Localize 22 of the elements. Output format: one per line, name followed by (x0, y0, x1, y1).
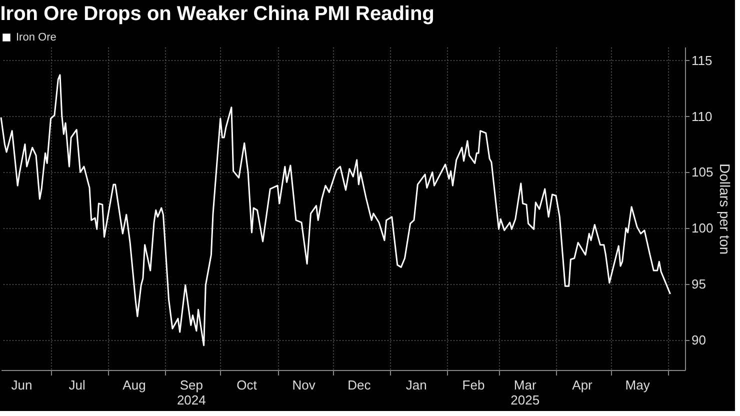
x-tick-label: Jun (11, 378, 32, 392)
x-tick-label: Sep 2024 (176, 378, 206, 408)
x-tick-label: Dec (348, 378, 372, 392)
line-series (0, 74, 671, 346)
x-tick-label: Jul (68, 378, 86, 392)
x-tick-label: Nov (292, 378, 316, 392)
y-axis-title: Dollars per ton (717, 163, 734, 255)
x-tick-label: Oct (236, 378, 258, 392)
y-tick-label: 100 (692, 220, 714, 236)
y-tick-label: 105 (692, 164, 714, 180)
y-tick-label: 115 (692, 52, 712, 68)
x-tick-label: Apr (572, 378, 594, 392)
y-tick-label: 95 (692, 276, 706, 292)
x-tick-label: Mar 2025 (510, 378, 540, 408)
y-tick-label: 110 (692, 108, 712, 124)
x-tick-label: Aug (122, 378, 146, 392)
x-tick-label: May (625, 378, 650, 392)
chart-title: Iron Ore Drops on Weaker China PMI Reading (0, 3, 434, 25)
x-tick-label: Jan (406, 378, 427, 392)
x-tick-label: Feb (462, 378, 485, 392)
y-tick-label: 90 (692, 332, 706, 348)
legend-label: Iron Ore (16, 32, 56, 44)
